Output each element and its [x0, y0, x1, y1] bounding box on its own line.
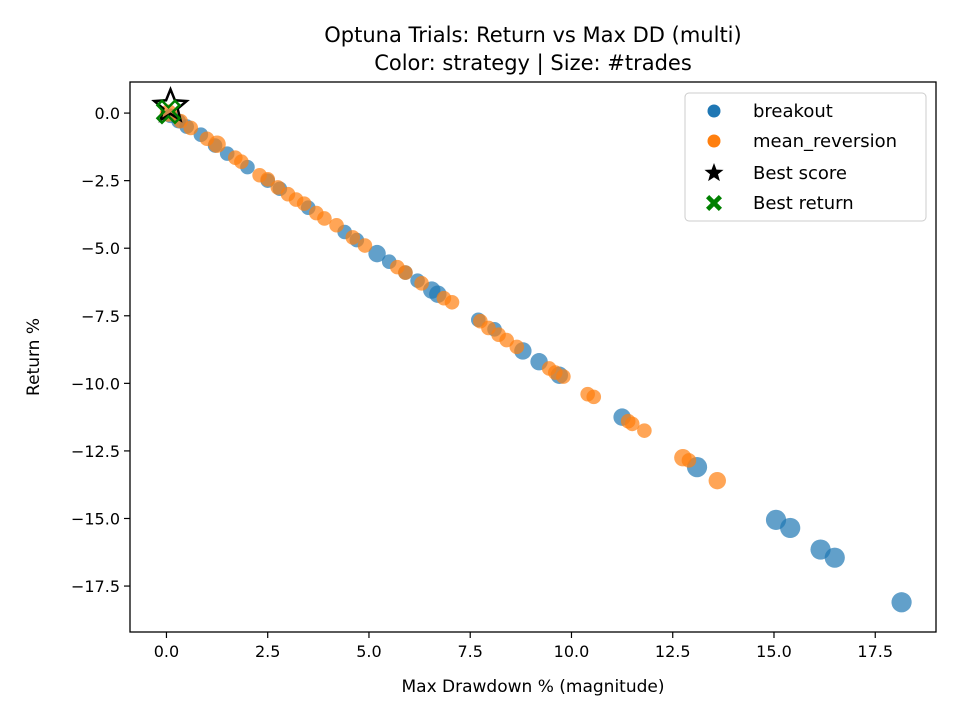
series-mean-reversion [159, 104, 726, 490]
data-point [586, 389, 602, 405]
y-axis: 0.0 −2.5 −5.0 −7.5 −10.0 −12.5 −15.0 −17.5 [71, 104, 130, 596]
legend-box [684, 92, 927, 222]
data-point [234, 154, 249, 170]
data-point [296, 196, 312, 211]
data-point [637, 423, 652, 438]
x-axis: 0.0 2.5 5.0 7.5 10.0 12.5 15.0 17.5 [154, 632, 893, 661]
data-point [891, 592, 912, 613]
data-point [624, 416, 640, 432]
y-tick-label: −12.5 [71, 442, 120, 461]
y-tick-label: 0.0 [95, 104, 120, 123]
legend-item-best-score: Best score [704, 163, 847, 184]
x-tick-label: 7.5 [457, 642, 482, 661]
legend-label: Best return [753, 193, 854, 214]
data-point [824, 547, 845, 568]
legend-item-mean-reversion: mean_reversion [707, 131, 897, 152]
legend-marker [706, 195, 722, 211]
y-tick-label: −15.0 [71, 509, 120, 528]
data-point [398, 265, 413, 280]
x-axis-title: Max Drawdown % (magnitude) [401, 677, 664, 697]
chart-title: Optuna Trials: Return vs Max DD (multi) [324, 23, 741, 47]
x-tick-label: 15.0 [756, 642, 792, 661]
data-point [208, 135, 226, 153]
data-point [317, 211, 332, 226]
best-score-marker [151, 85, 190, 123]
legend-marker [704, 163, 724, 182]
legend-label: Best score [753, 163, 847, 184]
data-point [368, 244, 386, 263]
plot-frame [129, 81, 937, 633]
data-point [183, 120, 199, 136]
chart-subtitle: Color: strategy | Size: #trades [374, 51, 692, 76]
data-point [444, 294, 460, 310]
x-tick-label: 0.0 [154, 642, 179, 661]
y-tick-label: −17.5 [71, 577, 120, 596]
legend-marker [707, 134, 721, 148]
data-point [780, 517, 801, 539]
legend-label: breakout [753, 101, 833, 122]
x-tick-label: 10.0 [554, 642, 590, 661]
data-point [345, 230, 361, 245]
x-tick-label: 12.5 [655, 642, 691, 661]
y-axis-title: Return % [24, 318, 44, 396]
data-point [509, 339, 525, 355]
data-point [556, 369, 571, 384]
data-point [708, 471, 726, 490]
data-point [357, 238, 373, 253]
x-tick-label: 2.5 [255, 642, 280, 661]
x-tick-label: 17.5 [857, 642, 893, 661]
data-point [329, 217, 344, 233]
y-tick-label: −5.0 [81, 239, 120, 258]
y-tick-label: −7.5 [81, 307, 120, 326]
x-tick-label: 5.0 [356, 642, 381, 661]
data-point [414, 276, 429, 291]
plot-area [151, 85, 912, 613]
legend-item-best-return: Best return [706, 193, 854, 214]
data-point [260, 171, 276, 187]
legend-item-breakout: breakout [707, 101, 833, 122]
best-return-marker [155, 98, 182, 125]
y-tick-label: −2.5 [81, 172, 120, 191]
y-tick-label: −10.0 [71, 374, 120, 393]
data-point [681, 453, 697, 468]
legend: breakout mean_reversion Best score Best ret… [684, 92, 927, 222]
legend-marker [707, 104, 721, 118]
legend-label: mean_reversion [753, 131, 897, 152]
